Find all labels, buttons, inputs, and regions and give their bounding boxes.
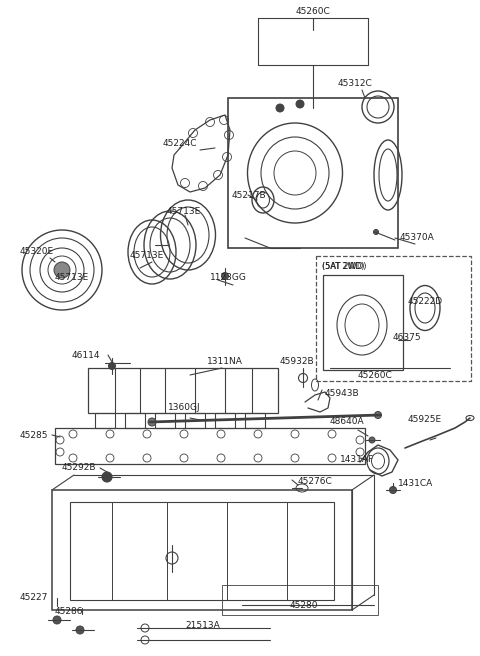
Ellipse shape [108, 363, 116, 369]
Text: 45285: 45285 [20, 430, 48, 440]
Text: (5AT 2WD): (5AT 2WD) [322, 262, 364, 272]
Ellipse shape [296, 100, 304, 108]
Text: 45713E: 45713E [130, 251, 164, 260]
Bar [228, 98, 398, 248]
Bar [95, 413, 115, 428]
Text: 45260C: 45260C [358, 371, 393, 380]
Bar [125, 413, 145, 428]
Text: 45224C: 45224C [163, 138, 197, 148]
Bar [55, 428, 365, 464]
Text: 45292B: 45292B [62, 464, 96, 472]
Text: 45280: 45280 [290, 600, 319, 609]
Text: 21513A: 21513A [185, 621, 220, 630]
Bar [222, 585, 378, 615]
Text: 45943B: 45943B [325, 388, 360, 398]
Bar [316, 256, 471, 381]
Ellipse shape [374, 411, 382, 419]
Text: 46375: 46375 [393, 333, 421, 342]
Bar [323, 275, 403, 370]
Text: 46114: 46114 [72, 352, 100, 361]
Bar [245, 413, 265, 428]
Ellipse shape [102, 472, 112, 482]
Text: 45227: 45227 [20, 592, 48, 602]
Bar [215, 413, 235, 428]
Text: 45312C: 45312C [338, 79, 373, 87]
Text: 1123GG: 1123GG [210, 274, 247, 283]
Text: 45260C: 45260C [296, 7, 330, 16]
Bar [185, 413, 205, 428]
Text: 45370A: 45370A [400, 234, 435, 243]
Text: 45222D: 45222D [408, 298, 443, 306]
Ellipse shape [221, 272, 228, 279]
Ellipse shape [389, 487, 396, 493]
Ellipse shape [54, 262, 70, 278]
Bar [155, 413, 175, 428]
Text: 45713E: 45713E [167, 207, 201, 216]
Text: 1431CA: 1431CA [398, 478, 433, 487]
Bar [52, 490, 352, 610]
Text: 45286: 45286 [55, 607, 84, 617]
Text: 45932B: 45932B [280, 358, 314, 367]
Ellipse shape [373, 230, 379, 234]
Text: 1311NA: 1311NA [207, 358, 243, 367]
Text: (5AT 2WD): (5AT 2WD) [322, 262, 367, 272]
Ellipse shape [148, 418, 156, 426]
Text: 45925E: 45925E [408, 415, 442, 424]
Text: 45217B: 45217B [232, 190, 266, 199]
Ellipse shape [53, 616, 61, 624]
Bar [70, 502, 334, 600]
Ellipse shape [276, 104, 284, 112]
Text: 48640A: 48640A [330, 417, 365, 426]
Bar [88, 368, 278, 413]
Text: 45713E: 45713E [55, 274, 89, 283]
Ellipse shape [369, 437, 375, 443]
Ellipse shape [76, 626, 84, 634]
Text: 1431AF: 1431AF [340, 455, 374, 464]
Text: 1360GJ: 1360GJ [168, 403, 201, 411]
Text: 45276C: 45276C [298, 478, 333, 487]
Text: 45320E: 45320E [20, 247, 54, 256]
